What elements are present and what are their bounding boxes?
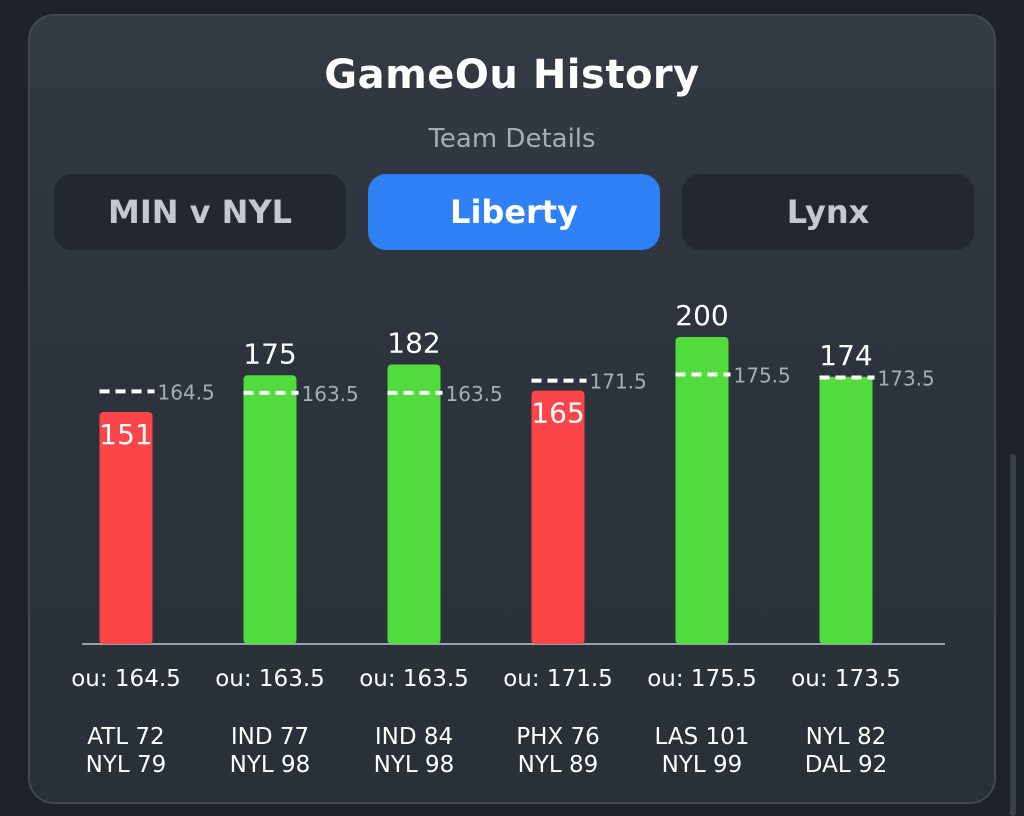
game-score-line-1: PHX 76 <box>516 724 600 750</box>
ou-line-value: 163.5 <box>302 382 359 406</box>
bar-value-label: 175 <box>243 337 296 370</box>
ou-label: ou: 164.5 <box>71 666 181 692</box>
ou-line-value: 175.5 <box>734 364 791 388</box>
ou-line-value: 163.5 <box>446 382 503 406</box>
ou-label: ou: 175.5 <box>647 666 757 692</box>
ou-label: ou: 163.5 <box>359 666 469 692</box>
bar-value-label: 200 <box>675 299 728 332</box>
game-score-line-1: LAS 101 <box>655 724 750 750</box>
bar-total-4 <box>531 390 585 644</box>
tab-liberty[interactable]: Liberty <box>368 174 660 250</box>
bar-total-5 <box>675 337 729 644</box>
card-title: GameOu History <box>324 52 700 98</box>
game-score-line-1: ATL 72 <box>87 724 164 750</box>
tab-matchup[interactable]: MIN v NYL <box>54 174 346 250</box>
bar-total-3 <box>387 364 441 644</box>
bar-value-label: 151 <box>99 418 152 451</box>
ou-line-value: 173.5 <box>878 367 935 391</box>
game-score-line-1: IND 84 <box>375 724 453 750</box>
game-ou-history-card: GameOu History Team Details MIN v NYL Li… <box>28 14 996 804</box>
ou-line-value: 164.5 <box>158 380 215 404</box>
card-subtitle: Team Details <box>428 124 596 154</box>
game-score-line-2: NYL 79 <box>86 752 167 778</box>
ou-line-value: 171.5 <box>590 370 647 394</box>
scrollbar-thumb[interactable] <box>1010 454 1016 816</box>
tab-lynx[interactable]: Lynx <box>682 174 974 250</box>
bar-total-2 <box>243 375 297 644</box>
game-score-line-2: NYL 98 <box>374 752 455 778</box>
bar-value-label: 165 <box>531 397 584 430</box>
bar-total-1 <box>99 412 153 644</box>
game-score-line-2: DAL 92 <box>805 752 887 778</box>
game-score-line-1: NYL 82 <box>806 724 887 750</box>
ou-label: ou: 171.5 <box>503 666 613 692</box>
bar-total-6 <box>819 376 873 644</box>
game-score-line-1: IND 77 <box>231 724 309 750</box>
game-score-line-2: NYL 89 <box>518 752 599 778</box>
game-score-line-2: NYL 99 <box>662 752 743 778</box>
ou-label: ou: 163.5 <box>215 666 325 692</box>
bar-value-label: 182 <box>387 327 440 360</box>
game-score-line-2: NYL 98 <box>230 752 311 778</box>
ou-label: ou: 173.5 <box>791 666 901 692</box>
bar-value-label: 174 <box>819 339 872 372</box>
